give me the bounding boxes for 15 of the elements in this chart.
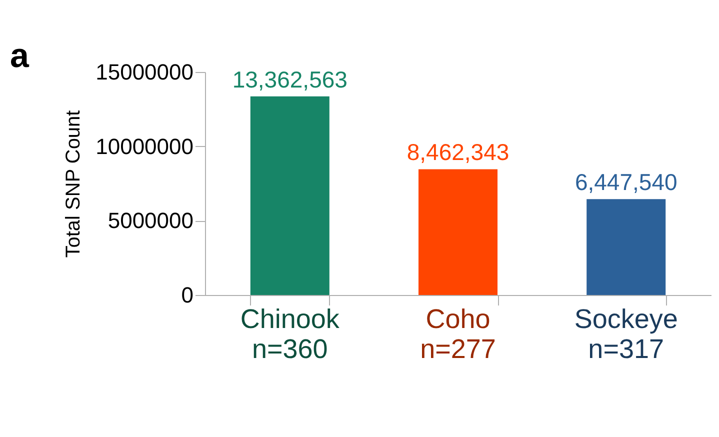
bar <box>418 169 498 295</box>
x-tick-label: Sockeye n=317 <box>574 304 678 364</box>
y-tick-label: 10000000 <box>96 134 194 159</box>
text: a <box>10 37 30 75</box>
bar <box>586 199 666 295</box>
y-tick-label: 0 <box>181 282 194 308</box>
x-tick-label: Coho n=277 <box>420 304 496 364</box>
y-tick-label: 5000000 <box>108 208 194 234</box>
data-label: 8,462,343 <box>406 139 510 166</box>
x-tick-label: Chinook n=360 <box>240 304 340 364</box>
data-label: 6,447,540 <box>574 169 678 196</box>
bar <box>250 96 330 295</box>
data-label: 13,362,563 <box>232 66 348 92</box>
y-tick-label: 15000000 <box>96 60 194 84</box>
y-axis-title: Total SNP Count <box>62 110 85 258</box>
